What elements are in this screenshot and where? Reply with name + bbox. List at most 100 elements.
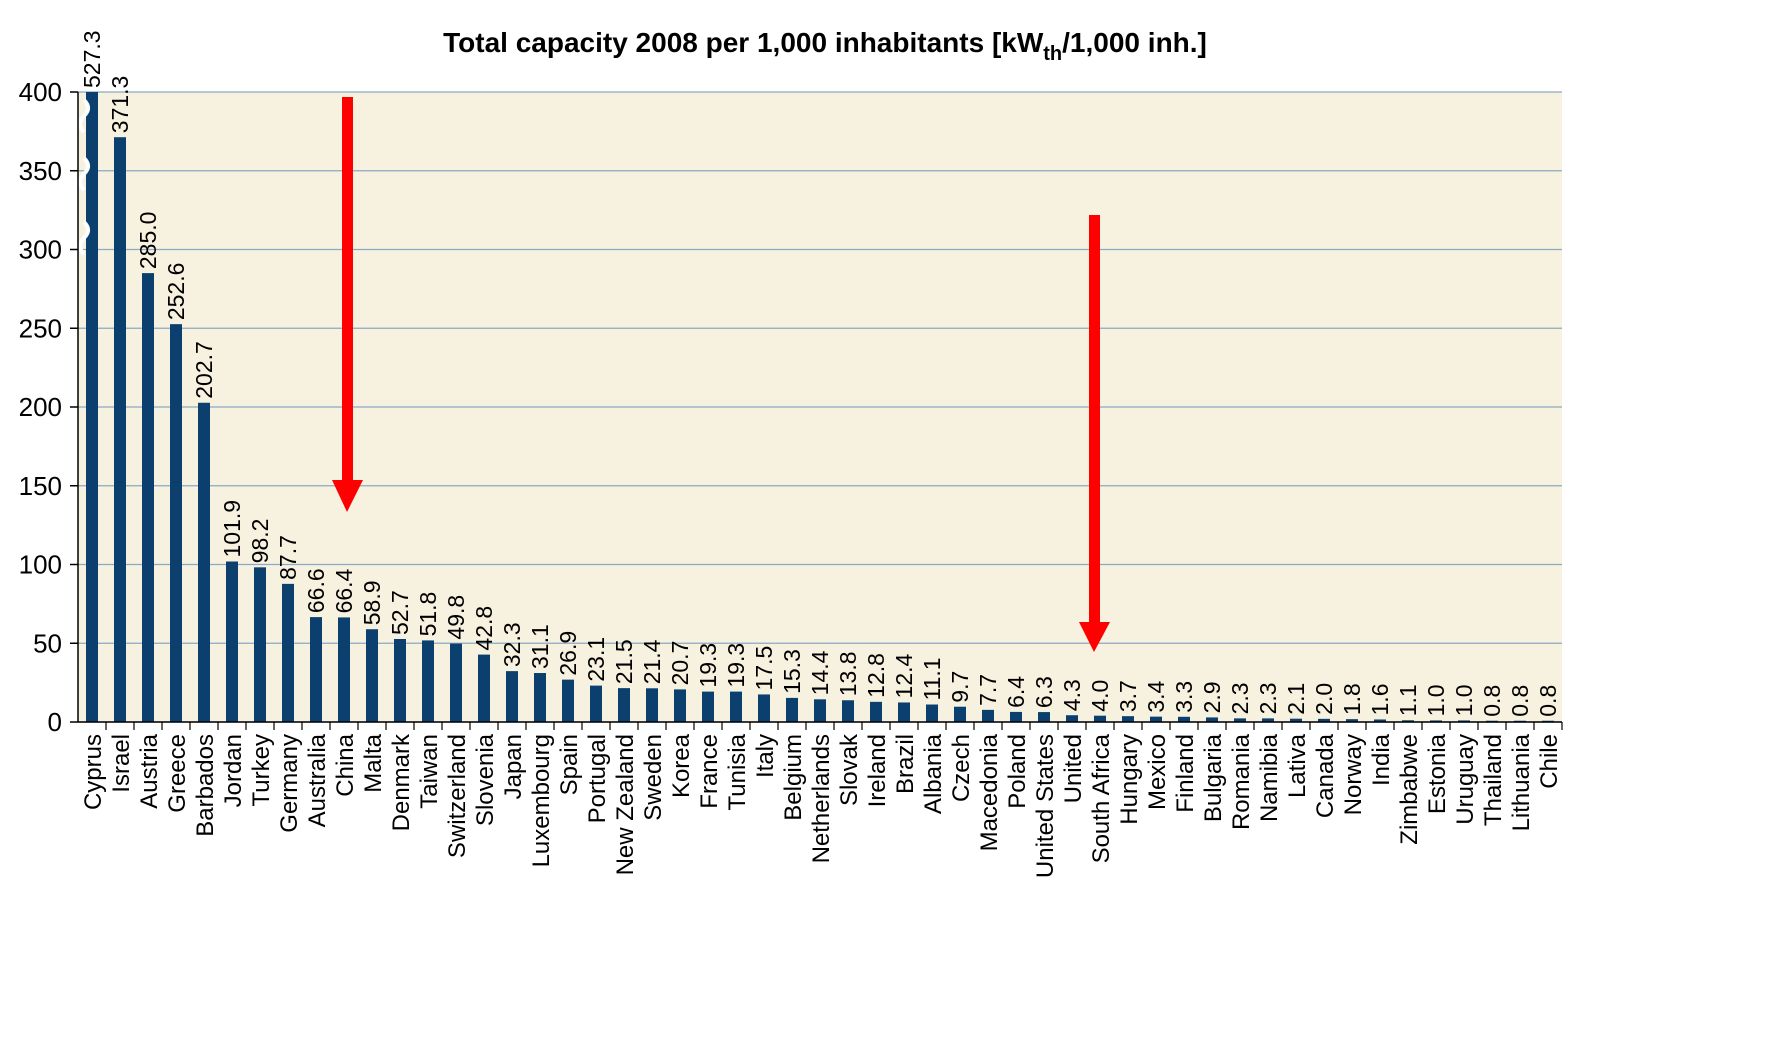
- x-tick-label: Luxembourg: [528, 734, 555, 867]
- x-tick-label: Malta: [360, 733, 387, 792]
- bar: [1178, 716, 1190, 722]
- bar: [926, 704, 938, 722]
- value-label: 26.9: [555, 631, 581, 676]
- value-label: 1.0: [1451, 684, 1477, 716]
- x-tick-label: Bulgaria: [1200, 733, 1227, 822]
- value-label: 23.1: [583, 637, 609, 682]
- bar: [1374, 719, 1386, 722]
- value-label: 31.1: [527, 624, 553, 669]
- bar: [674, 689, 686, 722]
- bar: [590, 685, 602, 722]
- x-tick-label: Thailand: [1480, 734, 1507, 826]
- value-label: 15.3: [779, 649, 805, 694]
- x-tick-label: Mexico: [1144, 734, 1171, 810]
- title-subscript: th: [1043, 43, 1062, 65]
- bar: [1206, 717, 1218, 722]
- bar: [786, 697, 798, 722]
- value-label: 49.8: [443, 595, 469, 640]
- value-label: 52.7: [387, 590, 413, 635]
- value-label: 0.8: [1507, 685, 1533, 717]
- x-tick-label: Lithuania: [1508, 733, 1535, 831]
- x-tick-label: United States: [1032, 734, 1059, 878]
- y-tick-label: 400: [19, 77, 62, 107]
- arrow-shaft: [342, 97, 353, 487]
- value-label: 21.5: [611, 639, 637, 684]
- value-label: 2.3: [1227, 682, 1253, 714]
- value-label: 14.4: [807, 650, 833, 695]
- bar: [1318, 718, 1330, 722]
- value-label: 371.3: [107, 76, 133, 134]
- arrow-head: [332, 480, 363, 512]
- axis-break: [78, 98, 90, 256]
- bar: [114, 137, 126, 722]
- bar: [1346, 719, 1358, 722]
- value-label: 66.4: [331, 568, 357, 613]
- arrow-head: [1079, 622, 1110, 652]
- x-tick-label: Jordan: [220, 734, 247, 807]
- value-label: 285.0: [135, 212, 161, 270]
- bar: [730, 691, 742, 722]
- x-tick-label: Netherlands: [808, 734, 835, 863]
- x-tick-label: Slovenia: [472, 733, 499, 826]
- value-label: 101.9: [219, 500, 245, 558]
- bar: [198, 402, 210, 722]
- bar: [758, 694, 770, 722]
- value-label: 7.7: [975, 674, 1001, 706]
- x-tick-label: Sweden: [640, 734, 667, 821]
- bar: [142, 273, 154, 722]
- bar: [1290, 718, 1302, 722]
- arrow-shaft: [1089, 215, 1100, 625]
- value-label: 0.8: [1479, 685, 1505, 717]
- bar: [86, 92, 98, 722]
- value-label: 66.6: [303, 568, 329, 613]
- value-label: 1.0: [1423, 684, 1449, 716]
- value-label: 21.4: [639, 639, 665, 684]
- bar: [338, 617, 350, 722]
- value-label: 87.7: [275, 535, 301, 580]
- bar: [1094, 715, 1106, 722]
- x-tick-label: Norway: [1340, 734, 1367, 815]
- x-tick-label: Czech: [948, 734, 975, 802]
- x-tick-label: Denmark: [388, 733, 415, 831]
- value-label: 527.3: [79, 30, 105, 88]
- value-label: 1.8: [1339, 683, 1365, 715]
- bar: [898, 702, 910, 722]
- x-tick-label: Turkey: [248, 734, 275, 806]
- labels: 0 50 100 150 200 250 300 350 400 Cyprus 527.3 Israe…: [19, 30, 1563, 878]
- x-tick-label: Zimbabwe: [1396, 734, 1423, 845]
- x-tick-label: Germany: [276, 734, 303, 833]
- value-label: 51.8: [415, 592, 441, 637]
- value-label: 19.3: [723, 643, 749, 688]
- bar: [1262, 718, 1274, 722]
- x-tick-label: Canada: [1312, 733, 1339, 818]
- bar: [562, 679, 574, 722]
- bar: [254, 567, 266, 722]
- value-label: 12.4: [891, 653, 917, 698]
- x-tick-label: Greece: [164, 734, 191, 813]
- bar: [170, 324, 182, 722]
- bar: [422, 640, 434, 722]
- x-tick-label: France: [696, 734, 723, 809]
- x-tick-label: Portugal: [584, 734, 611, 823]
- x-tick-label: Barbados: [192, 734, 219, 837]
- y-tick-label: 100: [19, 550, 62, 580]
- value-label: 42.8: [471, 606, 497, 651]
- value-label: 12.8: [863, 653, 889, 698]
- bar: [646, 688, 658, 722]
- bar: [702, 691, 714, 722]
- x-tick-label: Austria: [136, 733, 163, 808]
- value-label: 4.3: [1059, 679, 1085, 711]
- value-label: 19.3: [695, 643, 721, 688]
- value-label: 6.4: [1003, 676, 1029, 708]
- x-tick-label: Namibia: [1256, 733, 1283, 822]
- value-label: 1.6: [1367, 683, 1393, 715]
- x-tick-label: Finland: [1172, 734, 1199, 813]
- value-label: 9.7: [947, 671, 973, 703]
- x-tick-label: Uruguay: [1452, 734, 1479, 825]
- y-tick-label: 200: [19, 392, 62, 422]
- bar: [1458, 720, 1470, 722]
- bar: [1234, 718, 1246, 722]
- bar: [226, 561, 238, 722]
- x-tick-label: Spain: [556, 734, 583, 795]
